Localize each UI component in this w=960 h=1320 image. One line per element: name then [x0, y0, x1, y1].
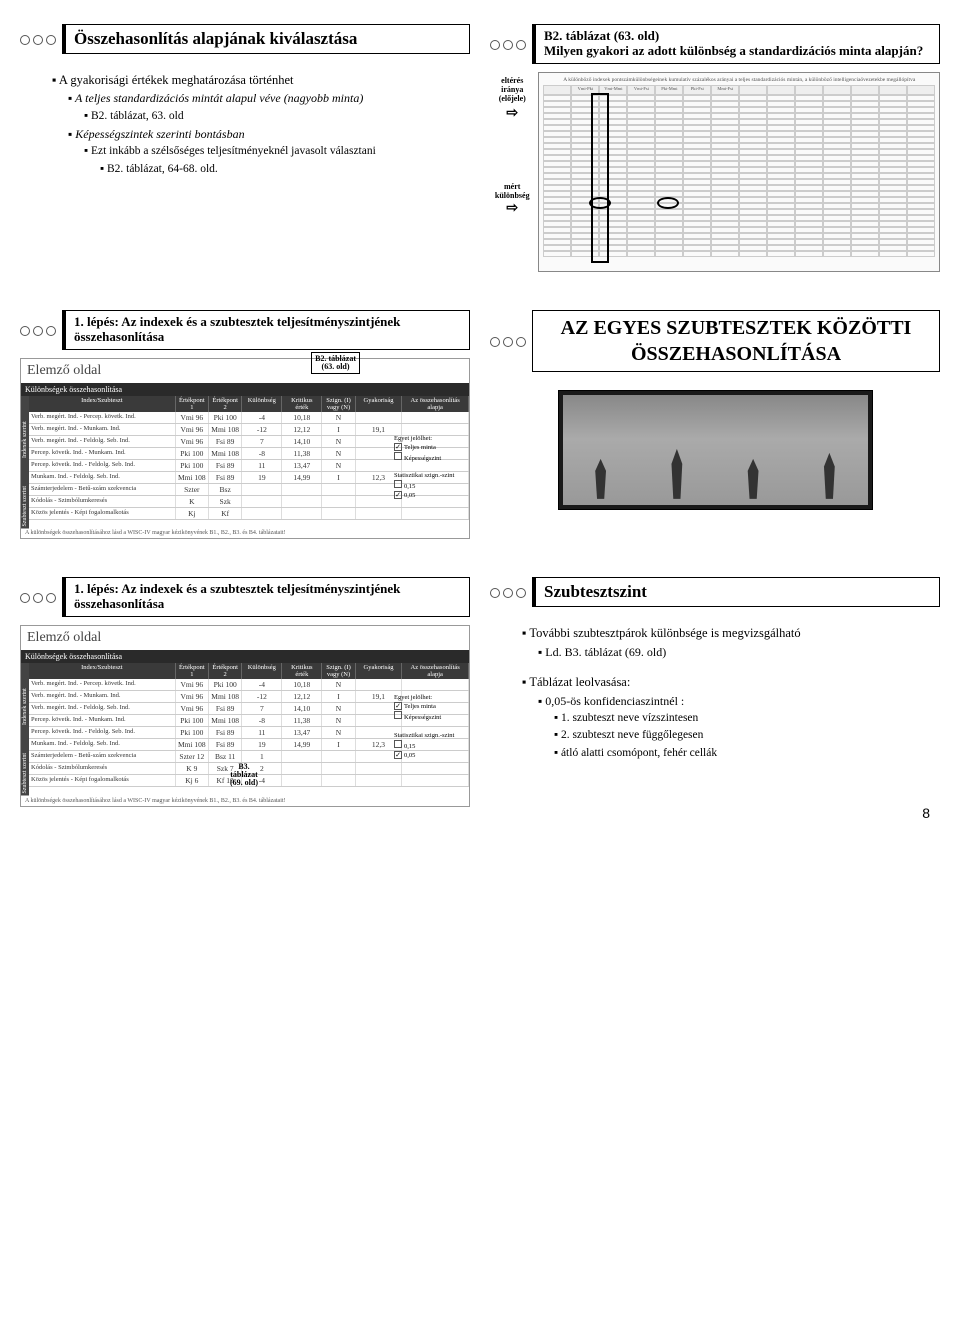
bullet: Ld. B3. táblázat (69. old) [538, 644, 932, 660]
slide-3: 1. lépés: Az indexek és a szubtesztek te… [20, 306, 470, 543]
bullet: A gyakorisági értékek meghatározása tört… [52, 72, 462, 89]
form-section-bar: Különbségek összehasonlítása [21, 383, 469, 396]
matrix-caption: A különböző indexek pontszámkülönbségein… [543, 77, 935, 83]
form-footnote: A különbségek összehasonlításához lásd a… [21, 796, 469, 806]
form-header-row: Index/SzubtesztÉrtékpont 1Értékpont 2Kül… [29, 663, 469, 679]
bullet-circles [490, 577, 526, 607]
arrow-icon: ⇨ [490, 105, 534, 122]
bullet: B2. táblázat, 64-68. old. [100, 162, 462, 178]
slide-6-title: Szubtesztszint [532, 577, 940, 607]
figure-silhouette [592, 459, 610, 499]
slide-4-title: AZ EGYES SZUBTESZTEK KÖZÖTTI ÖSSZEHASONL… [532, 310, 940, 372]
right-label: Egyet jelölhet: [394, 693, 464, 702]
slide-1-title: Összehasonlítás alapjának kiválasztása [62, 24, 470, 54]
figure-silhouette [820, 453, 838, 499]
bullet-circles [20, 24, 56, 54]
right-label: Statisztikai szign.-szint [394, 731, 464, 740]
checkbox-icon [394, 452, 402, 460]
form-header-row: Index/SzubtesztÉrtékpont 1Értékpont 2Kül… [29, 396, 469, 412]
bullet-circles [490, 310, 526, 372]
checkbox-icon [394, 480, 402, 488]
label-elteres: eltérés iránya (előjele) [490, 76, 534, 103]
side-label: Szubteszt szerint [21, 484, 29, 529]
checkbox-icon [394, 740, 402, 748]
column-highlight [591, 93, 609, 263]
table-ref-note: B3. táblázat (69. old) [230, 763, 258, 787]
checkbox-icon: ✓ [394, 491, 402, 499]
bullet: Táblázat leolvasása: [522, 674, 932, 691]
form-footnote: A különbségek összehasonlításához lásd a… [21, 528, 469, 538]
frequency-matrix: A különböző indexek pontszámkülönbségein… [538, 72, 940, 272]
checkbox-icon: ✓ [394, 751, 402, 759]
bullet: 0,05-ös konfidenciaszintnél : [538, 693, 932, 709]
figure-silhouette [668, 449, 686, 499]
illustration-photo [558, 390, 873, 510]
checkbox-icon: ✓ [394, 443, 402, 451]
arrow-icon: ⇨ [490, 200, 534, 217]
page-number: 8 [922, 805, 930, 821]
side-label: Indexek szerint [21, 396, 29, 484]
slide-5: 1. lépés: Az indexek és a szubtesztek te… [20, 573, 470, 810]
slide-2-title: B2. táblázat (63. old) Milyen gyakori az… [532, 24, 940, 64]
bullet-circles [490, 24, 526, 64]
bullet: 2. szubteszt neve függőlegesen [554, 728, 932, 744]
bullet: További szubtesztpárok különbsége is meg… [522, 625, 932, 642]
slide-3-title: 1. lépés: Az indexek és a szubtesztek te… [62, 310, 470, 350]
slide-grid: Összehasonlítás alapjának kiválasztása A… [20, 20, 940, 811]
slide-6: Szubtesztszint További szubtesztpárok kü… [490, 573, 940, 810]
figure-silhouette [744, 459, 762, 499]
slide-2: B2. táblázat (63. old) Milyen gyakori az… [490, 20, 940, 276]
bullet-circles [20, 577, 56, 617]
table-ref-note: B2. táblázat (63. old) [311, 352, 360, 374]
label-mert: mért különbség [490, 182, 534, 200]
bullet: 1. szubteszt neve vízszintesen [554, 711, 932, 727]
bullet: átló alatti csomópont, fehér cellák [554, 746, 932, 762]
bullet: B2. táblázat, 63. old [84, 109, 462, 125]
slide-5-title: 1. lépés: Az indexek és a szubtesztek te… [62, 577, 470, 617]
checkbox-icon: ✓ [394, 702, 402, 710]
slide-4: AZ EGYES SZUBTESZTEK KÖZÖTTI ÖSSZEHASONL… [490, 306, 940, 543]
bullet-circles [20, 310, 56, 350]
checkbox-icon [394, 711, 402, 719]
form-heading: Elemző oldal [21, 359, 469, 383]
side-label: Szubteszt szerint [21, 751, 29, 796]
bullet: Képességszintek szerinti bontásban [68, 126, 462, 142]
right-label: Egyet jelölhet: [394, 434, 464, 443]
right-label: Statisztikai szign.-szint [394, 471, 464, 480]
bullet: A teljes standardizációs mintát alapul v… [68, 90, 462, 106]
slide-1: Összehasonlítás alapjának kiválasztása A… [20, 20, 470, 276]
form-section-bar: Különbségek összehasonlítása [21, 650, 469, 663]
bullet: Ezt inkább a szélsőséges teljesítményekn… [84, 144, 462, 160]
side-label: Indexek szerint [21, 663, 29, 751]
form-heading: Elemző oldal [21, 626, 469, 650]
